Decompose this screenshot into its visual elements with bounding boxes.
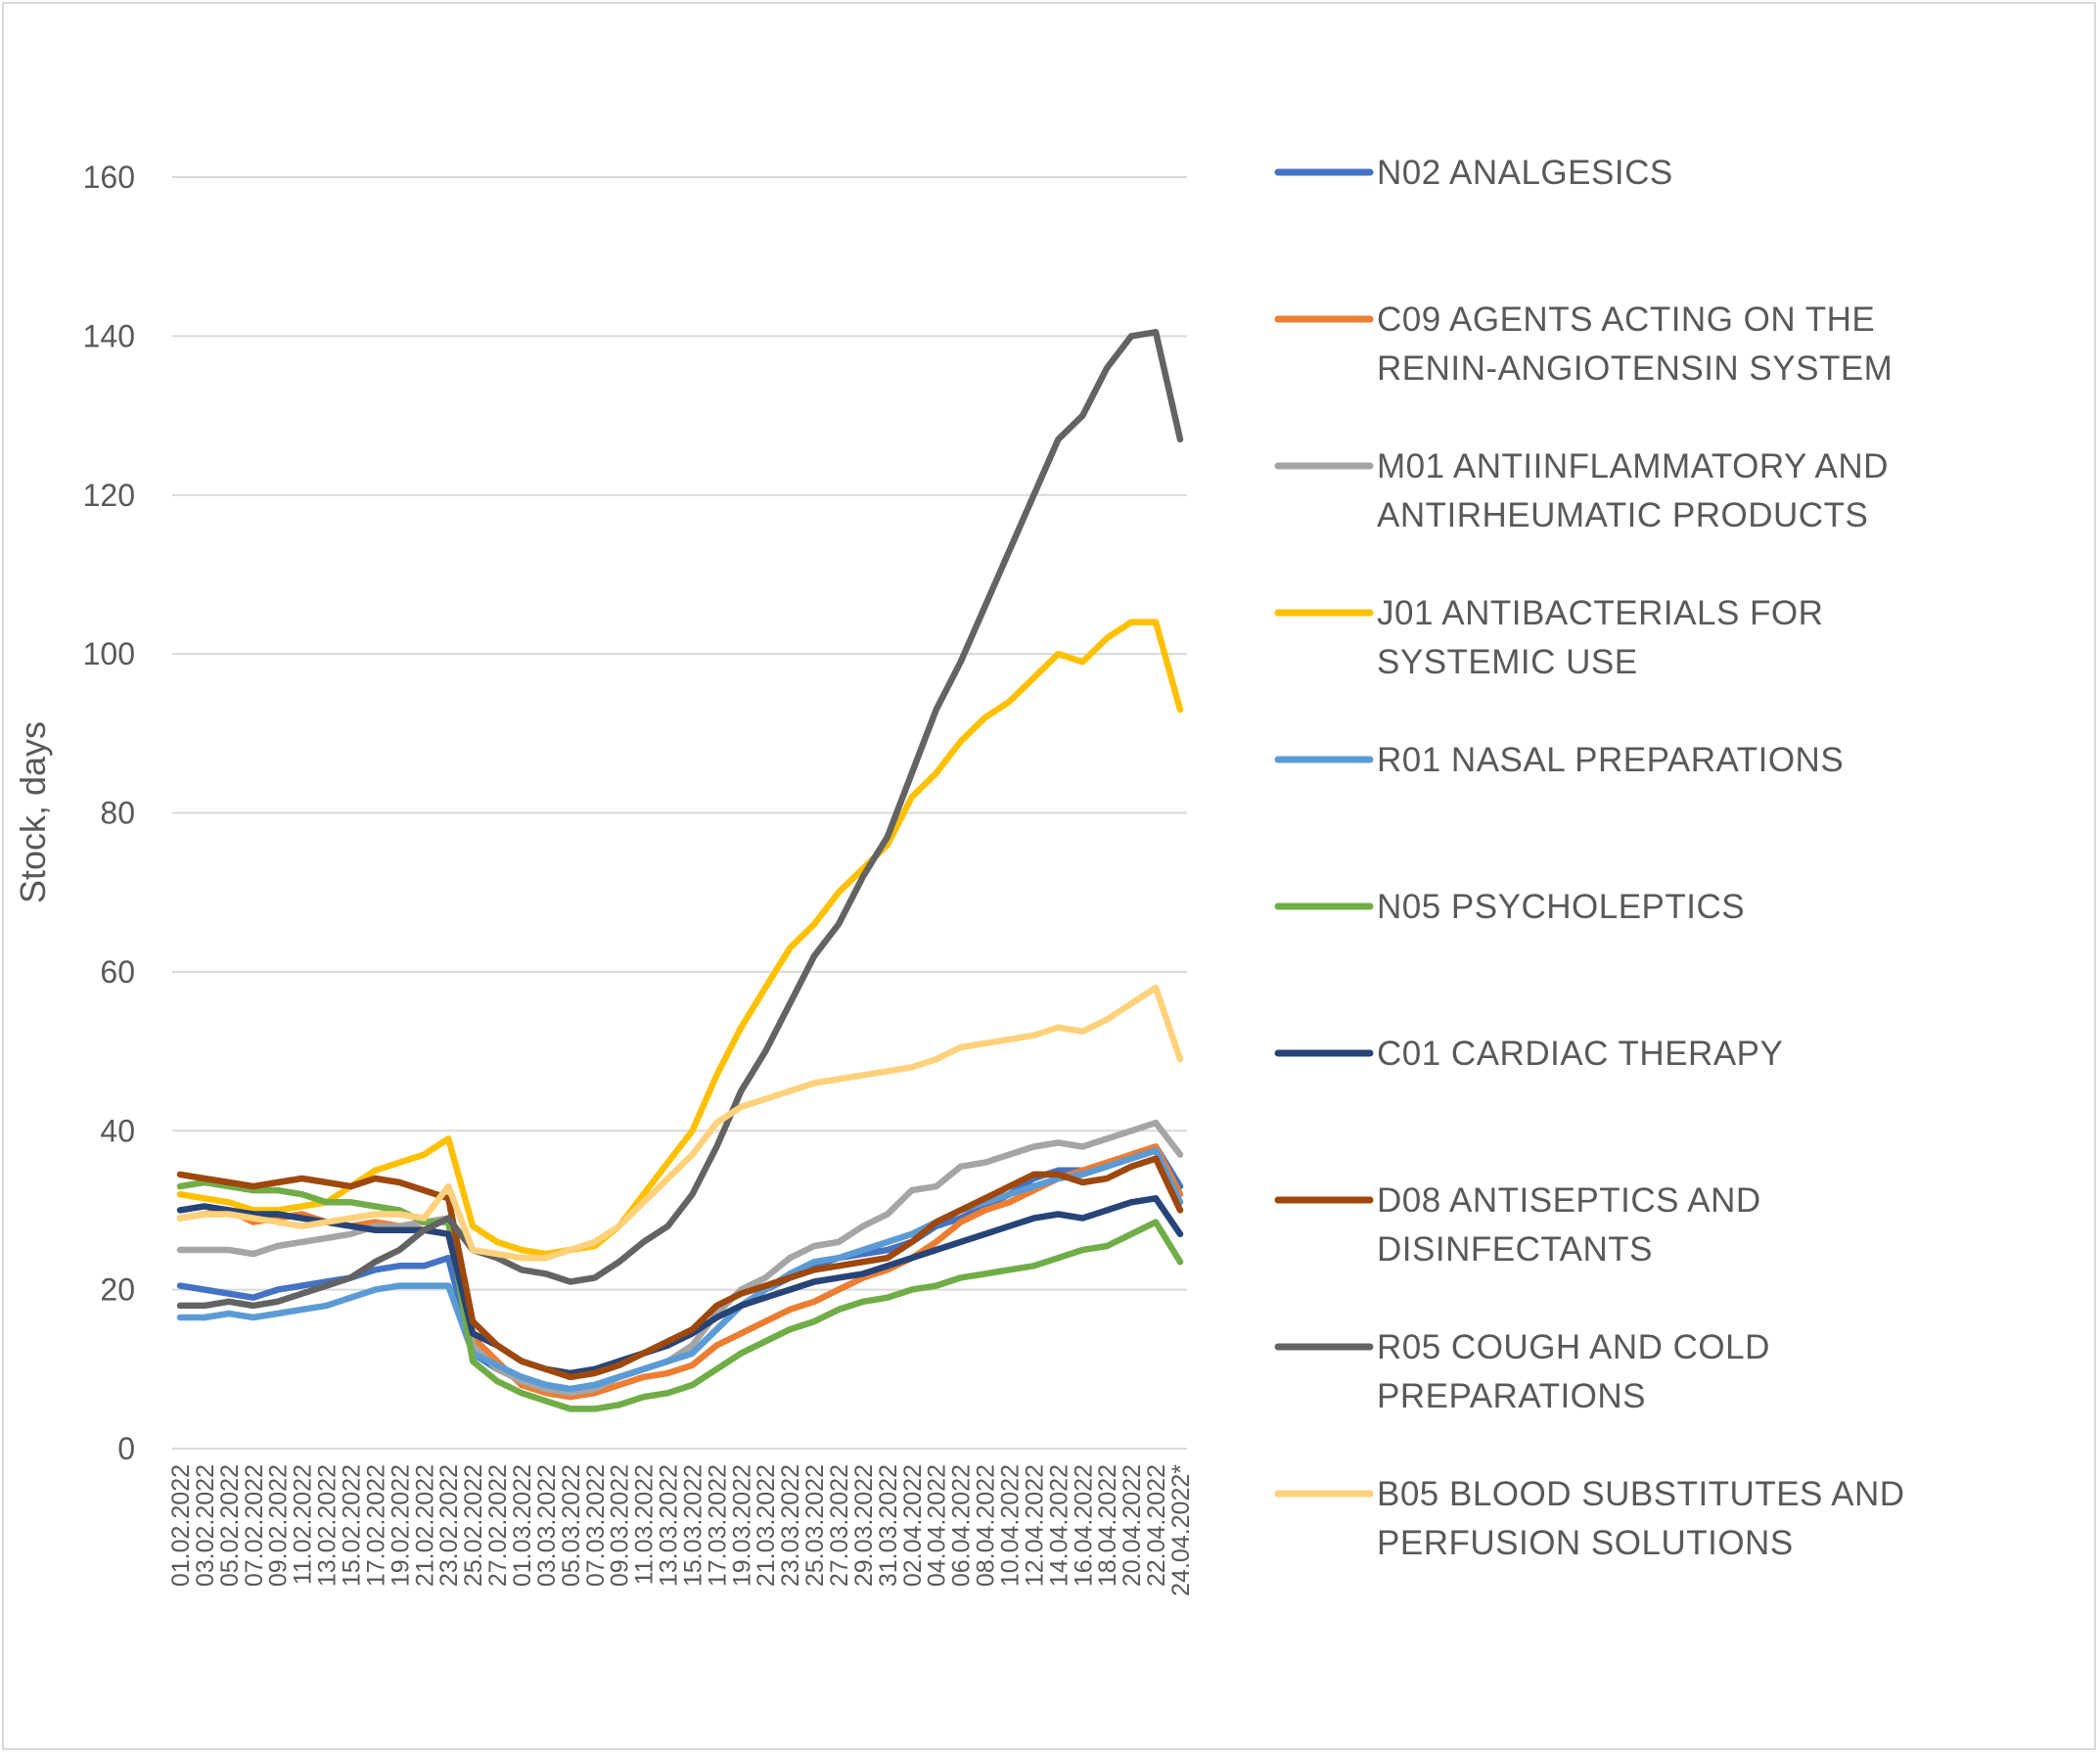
x-tick-label: 03.03.2022 [533,1464,561,1587]
x-tick-label: 23.03.2022 [777,1464,804,1587]
legend-label-j01: J01 ANTIBACTERIALS FOR SYSTEMIC USE [1377,594,1823,681]
x-tick-label: 19.03.2022 [728,1464,755,1587]
x-tick-label: 13.03.2022 [656,1464,683,1587]
x-tick-label: 17.03.2022 [704,1464,731,1587]
x-tick-label: 20.04.2022 [1118,1464,1146,1587]
x-tick-label: 21.03.2022 [753,1464,780,1587]
x-tick-label: 09.02.2022 [265,1464,293,1587]
x-tick-label: 07.02.2022 [241,1464,268,1587]
legend-label-n02: N02 ANALGESICS [1377,154,1673,192]
x-tick-label: 17.02.2022 [362,1464,389,1587]
series-line-j01 [176,619,1184,1258]
x-tick-label: 03.02.2022 [192,1464,219,1587]
x-tick-label: 14.04.2022 [1045,1464,1073,1587]
series-line-m01 [176,1119,1184,1397]
y-tick-label: 40 [100,1113,135,1148]
y-axis-ticks: 0 20 40 60 80 100 120 140 160 [83,160,135,1466]
y-tick-label: 0 [117,1431,135,1466]
x-tick-label: 02.04.2022 [899,1464,927,1587]
x-tick-label: 15.03.2022 [679,1464,707,1587]
x-tick-label: 05.03.2022 [558,1464,585,1587]
legend-label-b05: B05 BLOOD SUBSTITUTES AND PERFUSION SOLUT… [1377,1475,1905,1562]
legend-label-d08: D08 ANTISEPTICS AND DISINFECTANTS [1377,1181,1761,1269]
x-tick-label: 01.02.2022 [167,1464,195,1587]
series-line-r01 [176,1147,1184,1393]
series-line-d08 [176,1155,1184,1381]
x-tick-label: 27.02.2022 [484,1464,512,1587]
x-tick-label: 21.02.2022 [411,1464,438,1587]
y-tick-label: 100 [83,636,135,671]
x-tick-label: 06.04.2022 [948,1464,976,1587]
gridlines [172,176,1187,1450]
x-tick-label: 27.03.2022 [826,1464,853,1587]
legend-label-c01: C01 CARDIAC THERAPY [1377,1035,1783,1073]
x-tick-label: 31.03.2022 [875,1464,902,1587]
y-tick-label: 140 [83,318,135,353]
x-tick-label: 09.03.2022 [607,1464,634,1587]
x-tick-label: 29.03.2022 [850,1464,878,1587]
legend-label-c09: C09 AGENTS ACTING ON THE RENIN-ANGIOTENSI… [1377,300,1893,388]
x-tick-label: 07.03.2022 [582,1464,610,1587]
x-tick-label: 10.04.2022 [997,1464,1025,1587]
legend-label-r05: R05 COUGH AND COLD PREPARATIONS [1377,1328,1770,1415]
legend-label-r01: R01 NASAL PREPARATIONS [1377,741,1844,779]
series-line-r05 [176,329,1184,1310]
y-tick-label: 80 [100,796,135,831]
x-tick-label: 25.02.2022 [460,1464,487,1587]
x-tick-label: 01.03.2022 [509,1464,536,1587]
x-tick-label: 16.04.2022 [1070,1464,1097,1587]
x-tick-label: 08.04.2022 [973,1464,1000,1587]
x-tick-label: 23.02.2022 [435,1464,463,1587]
series-line-b05 [176,984,1184,1262]
series-line-c01 [176,1195,1184,1377]
x-tick-label: 11.02.2022 [290,1464,317,1585]
x-tick-label: 22.04.2022 [1143,1464,1170,1587]
x-axis-ticks: 01.02.202203.02.202205.02.202207.02.2022… [167,1464,1195,1596]
x-tick-label: 12.04.2022 [1021,1464,1048,1587]
x-tick-label: 15.02.2022 [338,1464,365,1587]
y-tick-label: 20 [100,1272,135,1308]
y-tick-label: 160 [83,160,135,195]
x-tick-label: 13.02.2022 [314,1464,342,1587]
legend-label-m01: M01 ANTIINFLAMMATORY AND ANTIRHEUMATIC PR… [1377,447,1889,534]
x-tick-label: 18.04.2022 [1094,1464,1121,1587]
y-axis-label: Stock, days [13,721,53,903]
series-lines [176,329,1184,1412]
x-tick-label: 05.02.2022 [216,1464,244,1587]
series-line-n05 [176,1178,1184,1412]
x-tick-label: 11.03.2022 [631,1464,659,1585]
legend-label-n05: N05 PSYCHOLEPTICS [1377,888,1745,926]
x-tick-label: 19.02.2022 [387,1464,414,1587]
y-tick-label: 120 [83,478,135,513]
x-tick-label: 04.04.2022 [924,1464,951,1587]
y-tick-label: 60 [100,954,135,990]
x-tick-label: 24.04.2022* [1167,1464,1195,1596]
x-tick-label: 25.03.2022 [801,1464,829,1587]
legend: N02 ANALGESICS C09 AGENTS ACTING ON THE RE… [1274,154,1905,1562]
